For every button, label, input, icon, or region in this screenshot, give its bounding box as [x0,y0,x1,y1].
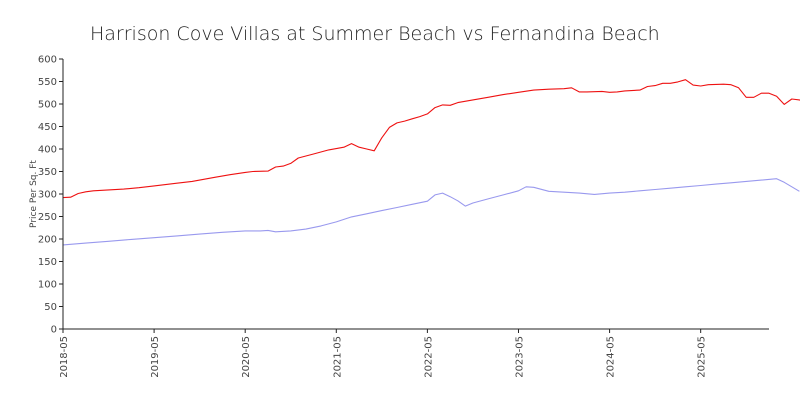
x-axis: 2018-05 2019-05 2020-05 2021-05 2022-05 2023-… [59,329,708,378]
y-tick-label: 600 [38,55,57,66]
y-tick-label: 0 [51,325,57,336]
x-tick-label: 2021-05 [332,336,343,378]
y-tick-label: 350 [38,167,57,178]
y-tick-label: 400 [38,145,57,156]
series-line-1 [62,79,800,199]
x-tick-label: 2023-05 [514,336,525,378]
x-tick-label: 2018-05 [59,336,70,378]
y-tick-label: 250 [38,212,57,223]
x-tick-label: 2020-05 [241,336,252,378]
y-axis: 0 50 100 150 200 250 300 350 400 450 500 550 600 [38,55,63,336]
y-tick-label: 450 [38,122,57,133]
y-tick-label: 300 [38,190,57,201]
x-tick-label: 2019-05 [150,336,161,378]
y-tick-label: 50 [44,302,57,313]
x-tick-label: 2025-05 [697,336,708,378]
y-tick-label: 150 [38,257,57,268]
plot-area [62,79,800,246]
x-tick-label: 2022-05 [423,336,434,378]
y-tick-label: 100 [38,280,57,291]
y-tick-label: 200 [38,235,57,246]
y-tick-label: 550 [38,77,57,88]
series-line-2 [62,178,800,246]
y-axis-label: Price Per Sq. Ft [29,160,39,228]
y-tick-label: 500 [38,100,57,111]
chart-title: Harrison Cove Villas at Summer Beach vs … [90,23,660,45]
x-tick-label: 2024-05 [606,336,617,378]
